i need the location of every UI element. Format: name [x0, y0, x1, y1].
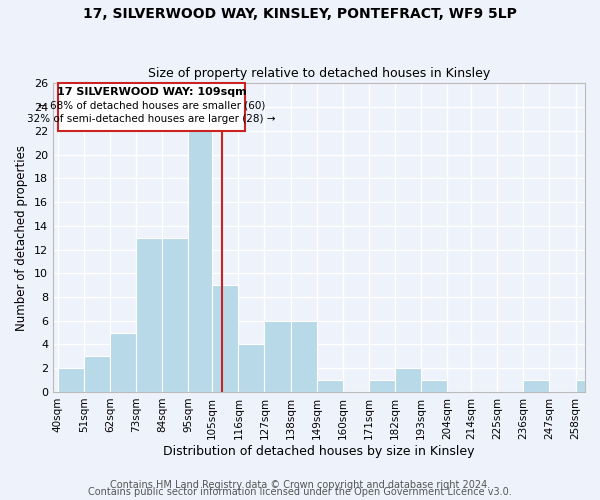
Bar — [265, 321, 290, 392]
Bar — [421, 380, 447, 392]
Bar — [58, 84, 245, 131]
Bar — [369, 380, 395, 392]
Bar — [212, 285, 238, 392]
Text: ← 68% of detached houses are smaller (60): ← 68% of detached houses are smaller (60… — [38, 100, 265, 110]
Text: 32% of semi-detached houses are larger (28) →: 32% of semi-detached houses are larger (… — [28, 114, 276, 124]
Bar — [395, 368, 421, 392]
X-axis label: Distribution of detached houses by size in Kinsley: Distribution of detached houses by size … — [163, 444, 475, 458]
Title: Size of property relative to detached houses in Kinsley: Size of property relative to detached ho… — [148, 66, 490, 80]
Bar — [575, 380, 600, 392]
Text: Contains HM Land Registry data © Crown copyright and database right 2024.: Contains HM Land Registry data © Crown c… — [110, 480, 490, 490]
Bar — [188, 131, 212, 392]
Bar — [523, 380, 550, 392]
Bar — [84, 356, 110, 392]
Text: Contains public sector information licensed under the Open Government Licence v3: Contains public sector information licen… — [88, 487, 512, 497]
Bar — [136, 238, 163, 392]
Text: 17 SILVERWOOD WAY: 109sqm: 17 SILVERWOOD WAY: 109sqm — [57, 87, 247, 97]
Bar — [238, 344, 265, 392]
Bar — [58, 368, 84, 392]
Bar — [317, 380, 343, 392]
Bar — [163, 238, 188, 392]
Y-axis label: Number of detached properties: Number of detached properties — [16, 144, 28, 330]
Bar — [110, 332, 136, 392]
Text: 17, SILVERWOOD WAY, KINSLEY, PONTEFRACT, WF9 5LP: 17, SILVERWOOD WAY, KINSLEY, PONTEFRACT,… — [83, 8, 517, 22]
Bar — [290, 321, 317, 392]
